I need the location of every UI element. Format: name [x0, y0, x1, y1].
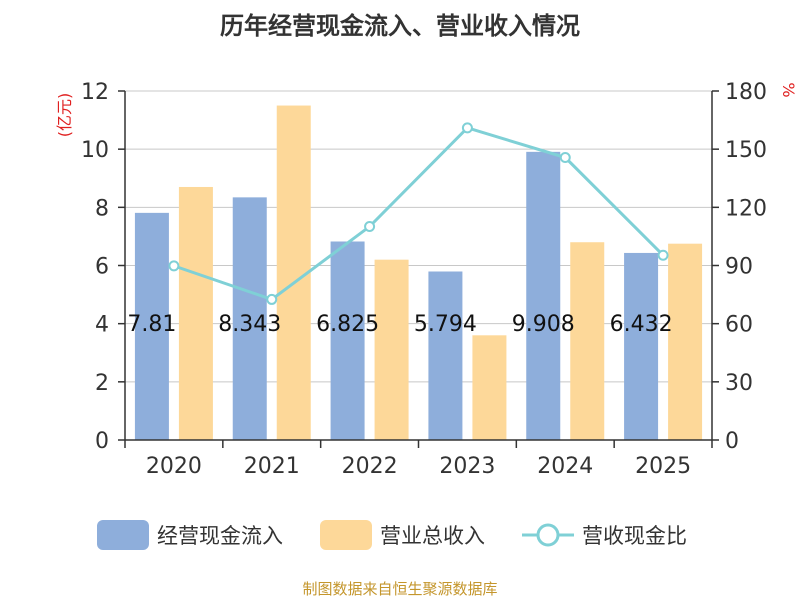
ratio-point	[266, 293, 278, 305]
legend-label-ratio: 营收现金比	[582, 524, 687, 548]
bar-cash-inflow	[232, 197, 267, 440]
right-tick-label: 120	[725, 196, 767, 221]
data-label-cash-inflow: 7.81	[127, 312, 176, 337]
data-label-cash-inflow: 6.825	[316, 312, 379, 337]
ratio-line-path	[173, 126, 665, 302]
right-tick-label: 90	[725, 255, 753, 280]
ratio-point	[461, 122, 473, 134]
data-label-cash-inflow: 5.794	[414, 312, 477, 337]
legend-swatch-cash-inflow	[97, 520, 149, 550]
data-labels: 7.81 8.343 6.825 5.794 9.908 6.432	[127, 312, 672, 337]
legend-line-marker-icon	[522, 523, 574, 547]
bar-revenue	[668, 243, 703, 440]
bar-cash-inflow	[134, 212, 169, 440]
bar-revenue	[178, 186, 213, 440]
left-tick-label: 12	[81, 80, 109, 105]
left-tick-label: 2	[95, 371, 109, 396]
bars	[134, 105, 703, 441]
bar-revenue	[472, 335, 507, 440]
left-tick-label: 8	[95, 196, 109, 221]
right-tick-label: 0	[725, 429, 739, 454]
ratio-line	[168, 122, 669, 305]
data-label-cash-inflow: 8.343	[218, 312, 281, 337]
grid	[125, 90, 712, 383]
legend-label-cash-inflow: 经营现金流入	[157, 524, 283, 548]
ratio-point	[168, 260, 180, 272]
right-tick-label: 30	[725, 371, 753, 396]
bar-revenue	[374, 259, 409, 440]
legend: 经营现金流入 营业总收入 营收现金比	[0, 518, 800, 552]
x-tick-label: 2021	[244, 454, 300, 479]
bar-cash-inflow	[428, 271, 463, 440]
x-tick-label: 2023	[439, 454, 495, 479]
x-tick-label: 2024	[537, 454, 593, 479]
ratio-point	[559, 152, 571, 164]
bar-cash-inflow	[330, 241, 365, 440]
chart-title: 历年经营现金流入、营业收入情况	[220, 12, 580, 40]
bar-cash-inflow	[526, 151, 561, 440]
x-tick-label: 2022	[342, 454, 398, 479]
legend-item-ratio[interactable]: 营收现金比	[522, 518, 687, 552]
left-tick-label: 4	[95, 313, 109, 338]
bar-cash-inflow	[624, 252, 659, 440]
left-axis-unit: (亿元)	[55, 93, 74, 138]
legend-item-cash-inflow[interactable]: 经营现金流入	[97, 518, 283, 552]
ratio-point	[364, 221, 376, 233]
data-source-note: 制图数据来自恒生聚源数据库	[302, 580, 498, 598]
legend-item-revenue[interactable]: 营业总收入	[320, 518, 485, 552]
right-tick-label: 60	[725, 313, 753, 338]
left-tick-label: 0	[95, 429, 109, 454]
right-axis-unit: %	[779, 82, 798, 97]
legend-label-revenue: 营业总收入	[380, 524, 485, 548]
data-label-cash-inflow: 9.908	[512, 312, 575, 337]
left-tick-label: 10	[81, 138, 109, 163]
left-tick-label: 6	[95, 255, 109, 280]
right-tick-label: 150	[725, 138, 767, 163]
bar-revenue	[570, 242, 605, 440]
data-label-cash-inflow: 6.432	[610, 312, 673, 337]
x-tick-label: 2020	[146, 454, 202, 479]
legend-swatch-revenue	[320, 520, 372, 550]
x-tick-label: 2025	[635, 454, 691, 479]
ratio-point	[657, 249, 669, 261]
right-tick-label: 180	[725, 80, 767, 105]
